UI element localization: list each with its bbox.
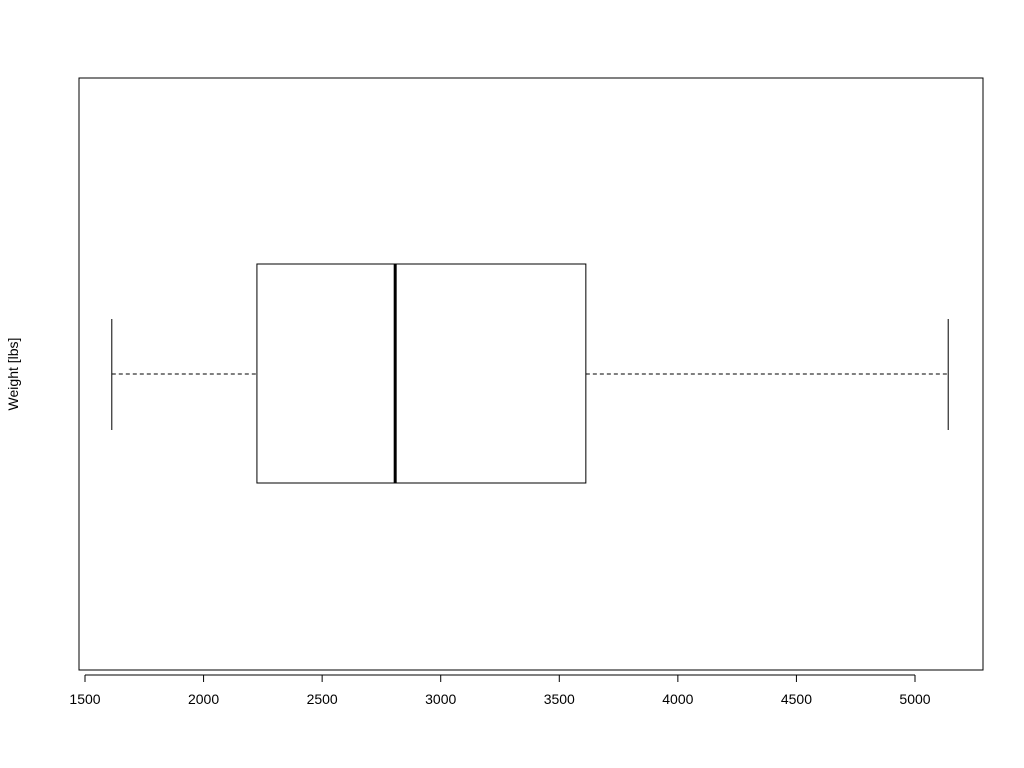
x-tick-label: 4500 <box>781 691 812 707</box>
iqr-box <box>256 263 587 484</box>
y-axis-title: Weight [lbs] <box>5 338 21 411</box>
x-tick-label: 2000 <box>188 691 219 707</box>
box-group <box>111 263 949 484</box>
x-tick-label: 1500 <box>69 691 100 707</box>
x-tick-label: 5000 <box>899 691 930 707</box>
x-axis: 1500 2000 2500 3000 3500 4000 4500 5000 <box>69 674 931 707</box>
x-tick-label: 2500 <box>307 691 338 707</box>
x-tick-label: 3500 <box>544 691 575 707</box>
x-tick-label: 3000 <box>425 691 456 707</box>
plot-frame <box>78 77 984 671</box>
x-tick-label: 4000 <box>662 691 693 707</box>
